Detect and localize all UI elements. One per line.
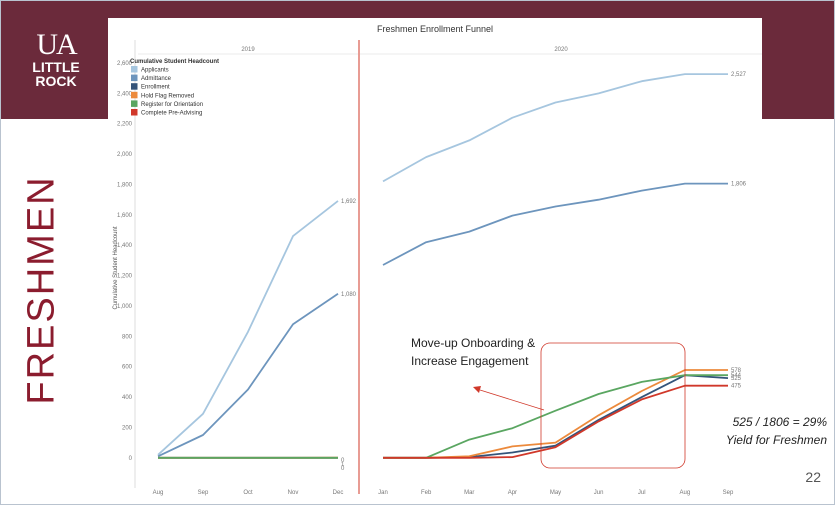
chart-panel: Freshmen Enrollment Funnel 0 200 400 600 800… — [108, 18, 762, 496]
series-end-label: 2,527 — [731, 72, 747, 78]
x-tick-label: Dec — [333, 490, 344, 496]
sidebar-label-box: FRESHMEN — [20, 160, 63, 420]
series-end-label: 1 — [341, 462, 345, 468]
series-line-applicants — [382, 73, 728, 183]
annotation-arrow-head — [473, 386, 481, 393]
y-tick-label: 2,400 — [117, 91, 133, 97]
series-end-label: 0 — [341, 458, 345, 464]
panel-year-label: 2019 — [241, 47, 255, 53]
series-end-label: 475 — [731, 384, 742, 390]
x-tick-label: Aug — [153, 490, 164, 496]
legend-label-register_orientation: Register for Orientation — [141, 102, 203, 108]
yield-line1: 525 / 1806 = 29% — [732, 415, 827, 429]
legend-swatch-applicants — [131, 66, 138, 73]
legend-label-hold_flag_removed: Hold Flag Removed — [141, 93, 194, 99]
y-tick-label: 1,200 — [117, 274, 133, 280]
series-line-applicants — [157, 200, 339, 456]
x-tick-label: Jun — [594, 490, 604, 496]
y-tick-label: 600 — [122, 365, 133, 371]
legend-swatch-hold_flag_removed — [131, 91, 138, 99]
enrollment-funnel-chart: Freshmen Enrollment Funnel 0 200 400 600 800… — [113, 24, 762, 496]
series-end-label: 1,080 — [341, 292, 357, 298]
chart-title: Freshmen Enrollment Funnel — [377, 24, 493, 34]
series-line-hold_flag_removed — [383, 369, 728, 459]
series-end-label: 0 — [341, 466, 345, 472]
legend-swatch-admittance — [131, 74, 138, 82]
y-tick-label: 0 — [129, 456, 133, 462]
y-tick-label: 2,000 — [117, 152, 133, 158]
x-tick-label: Mar — [464, 490, 474, 496]
y-axis-label: Cumulative Student Headcount — [113, 226, 119, 309]
x-tick-label: Feb — [421, 490, 432, 496]
series-end-label: 525 — [731, 376, 742, 382]
legend-label-complete_pre_advising: Complete Pre-Advising — [141, 111, 202, 117]
series-line-complete_pre_advising — [383, 384, 728, 459]
x-tick-label: Aug — [680, 490, 691, 496]
y-tick-label: 200 — [122, 425, 133, 431]
legend-label-admittance: Admittance — [141, 76, 172, 82]
x-tick-label: Apr — [508, 490, 517, 496]
series-end-label: 1,806 — [731, 182, 747, 188]
ua-little-rock-logo: UA LITTLE ROCK — [20, 28, 92, 89]
x-tick-label: May — [550, 490, 561, 496]
y-tick-label: 2,600 — [117, 61, 133, 67]
panel-year-label: 2020 — [554, 47, 568, 53]
y-tick-label: 1,600 — [117, 213, 133, 219]
series-end-label: 544 — [731, 373, 742, 379]
x-tick-label: Sep — [198, 490, 209, 496]
move-up-line2: Increase Engagement — [411, 354, 529, 368]
legend-swatch-complete_pre_advising — [131, 109, 138, 116]
x-tick-label: Nov — [288, 490, 299, 496]
x-tick-label: Jan — [378, 490, 388, 496]
x-tick-label: Oct — [243, 490, 253, 496]
logo-line2: ROCK — [35, 73, 77, 89]
legend-label-enrollment: Enrollment — [141, 85, 170, 91]
highlight-box — [540, 342, 686, 469]
y-tick-label: 400 — [122, 395, 133, 401]
y-tick-label: 800 — [122, 334, 133, 340]
y-tick-label: 1,400 — [117, 243, 133, 249]
x-tick-label: Sep — [723, 490, 734, 496]
move-up-annotation: Move-up Onboarding & Increase Engagement — [411, 334, 535, 370]
yield-line2: Yield for Freshmen — [725, 433, 827, 447]
series-end-label: 578 — [731, 368, 742, 374]
sidebar-label: FRESHMEN — [20, 175, 63, 405]
series-end-label: 1,692 — [341, 199, 357, 205]
page-number: 22 — [805, 469, 821, 485]
y-tick-label: 1,000 — [117, 304, 133, 310]
legend-swatch-enrollment — [131, 83, 138, 90]
legend-label-applicants: Applicants — [141, 68, 169, 74]
y-tick-label: 1,800 — [117, 182, 133, 188]
series-line-register_orientation — [383, 374, 728, 459]
yield-annotation: 525 / 1806 = 29% Yield for Freshmen — [715, 413, 827, 449]
move-up-line1: Move-up Onboarding & — [411, 336, 536, 350]
logo-ua-text: UA — [36, 28, 77, 61]
annotation-arrow-line — [479, 389, 545, 411]
logo-line1: LITTLE — [32, 59, 80, 75]
series-line-admittance — [157, 293, 339, 458]
legend-title: Cumulative Student Headcount — [130, 59, 219, 65]
series-line-admittance — [382, 182, 728, 266]
y-tick-label: 2,200 — [117, 122, 133, 128]
x-tick-label: Jul — [638, 490, 646, 496]
legend-swatch-register_orientation — [131, 100, 138, 107]
